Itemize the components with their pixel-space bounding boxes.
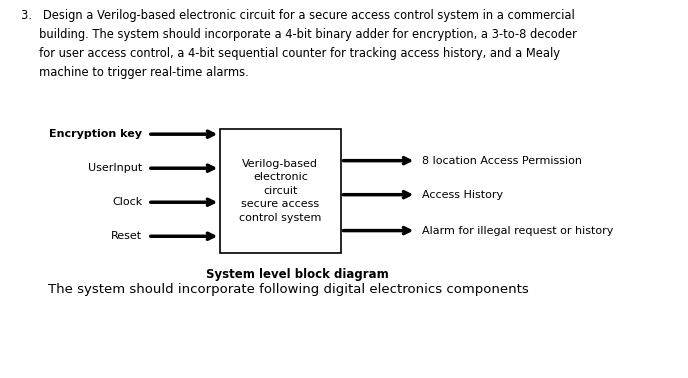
- Text: UserInput: UserInput: [88, 163, 142, 173]
- Text: System level block diagram: System level block diagram: [206, 268, 389, 280]
- Text: Reset: Reset: [111, 231, 142, 241]
- Text: Verilog-based
electronic
circuit
secure access
control system: Verilog-based electronic circuit secure …: [239, 159, 321, 223]
- Text: Access History: Access History: [422, 190, 503, 200]
- Text: Clock: Clock: [112, 197, 142, 207]
- Text: 8 location Access Permission: 8 location Access Permission: [422, 156, 582, 166]
- Text: The system should incorporate following digital electronics components: The system should incorporate following …: [48, 284, 529, 296]
- FancyBboxPatch shape: [220, 129, 341, 253]
- Text: 3.   Design a Verilog-based electronic circuit for a secure access control syste: 3. Design a Verilog-based electronic cir…: [21, 9, 577, 79]
- Text: Encryption key: Encryption key: [50, 129, 142, 139]
- Text: Alarm for illegal request or history: Alarm for illegal request or history: [422, 226, 613, 235]
